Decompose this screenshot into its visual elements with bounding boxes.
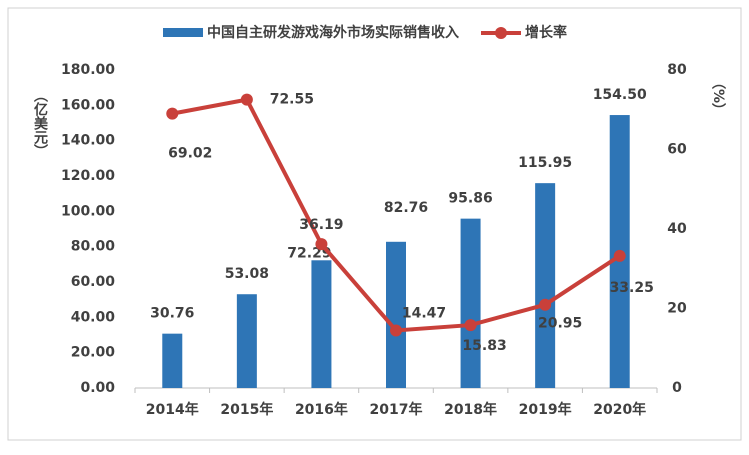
y-axis-label: （亿美元） <box>32 88 49 158</box>
bar-value-label: 53.08 <box>225 266 269 282</box>
line-value-label: 72.55 <box>270 92 314 108</box>
line-value-label: 20.95 <box>538 316 582 332</box>
bar-value-label: 115.95 <box>518 155 572 171</box>
x-tick-label: 2014年 <box>146 401 199 418</box>
y-tick-label: 180.00 <box>61 62 115 78</box>
x-tick-label: 2019年 <box>519 401 572 418</box>
y-tick-label: 160.00 <box>61 97 115 113</box>
bar <box>236 294 257 388</box>
legend-swatch <box>495 27 507 39</box>
y-tick-label: 0.00 <box>80 380 115 396</box>
bar <box>311 260 332 388</box>
y2-tick-label: 60 <box>667 142 687 158</box>
bar-value-label: 154.50 <box>593 87 647 103</box>
y-tick-label: 20.00 <box>71 345 116 361</box>
y2-axis-label: （%） <box>710 75 727 117</box>
y2-tick-label: 20 <box>667 301 687 317</box>
y-tick-label: 80.00 <box>71 239 116 255</box>
frame <box>7 7 742 441</box>
x-tick-label: 2015年 <box>220 401 273 418</box>
bar <box>162 333 183 388</box>
x-tick-label: 2020年 <box>593 401 646 418</box>
line-point <box>166 107 179 120</box>
y2-tick-label: 40 <box>667 221 687 237</box>
legend-swatch <box>163 28 203 37</box>
line-point <box>539 298 552 311</box>
line-value-label: 15.83 <box>462 338 506 354</box>
bar <box>460 218 481 388</box>
line-point <box>240 93 253 106</box>
legend-label: 增长率 <box>525 24 567 41</box>
y-tick-label: 120.00 <box>61 168 115 184</box>
y-tick-label: 40.00 <box>71 309 116 325</box>
line-point <box>390 324 402 337</box>
bar-value-label: 95.86 <box>448 191 492 207</box>
x-tick-label: 2016年 <box>295 401 348 418</box>
line-value-label: 33.25 <box>610 280 654 296</box>
line-point <box>464 319 477 332</box>
bar <box>535 183 556 388</box>
line-value-label: 69.02 <box>168 146 212 162</box>
bar <box>386 241 406 388</box>
line-point <box>315 238 328 251</box>
y-tick-label: 140.00 <box>61 133 115 149</box>
line-value-label: 36.19 <box>299 217 343 233</box>
line-point <box>613 249 626 262</box>
legend-label: 中国自主研发游戏海外市场实际销售收入 <box>207 24 459 41</box>
x-tick-label: 2018年 <box>444 401 497 418</box>
bar-value-label: 30.76 <box>150 306 194 322</box>
y-tick-label: 60.00 <box>71 274 116 290</box>
y-tick-label: 100.00 <box>61 203 115 219</box>
line-value-label: 14.47 <box>402 305 446 321</box>
bar-value-label: 82.76 <box>384 200 428 216</box>
x-tick-label: 2017年 <box>370 401 423 418</box>
y2-tick-label: 0 <box>672 380 682 396</box>
y2-tick-label: 80 <box>667 62 687 78</box>
